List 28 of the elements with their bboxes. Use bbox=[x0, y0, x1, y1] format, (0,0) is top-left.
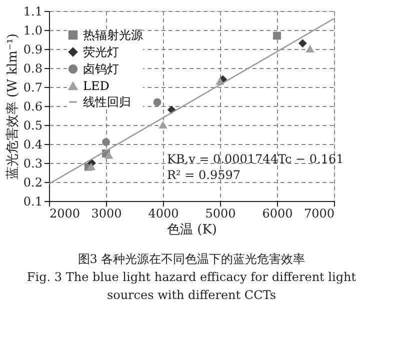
y-tick-label: 1.0 bbox=[23, 24, 42, 38]
y-tick-label: 0.4 bbox=[23, 138, 43, 152]
y-tick-label: 0.3 bbox=[23, 156, 42, 170]
legend-label: 荧光灯 bbox=[83, 45, 119, 59]
y-tick-label: 0.9 bbox=[23, 42, 42, 56]
caption: Fig. 3 The blue light hazard efficacy for different light sources with different CCTs bbox=[26, 270, 356, 302]
x-tick-label: 2000 bbox=[50, 206, 80, 220]
y-tick-label: 0.8 bbox=[23, 62, 42, 76]
legend-label: 线性回归 bbox=[83, 95, 131, 109]
x-tick-label: 7000 bbox=[304, 206, 334, 220]
annotation: KB,v = 0.0001744Tc − 0.161 bbox=[167, 152, 344, 166]
y-tick-label: 0.5 bbox=[23, 118, 42, 132]
y-tick-label: 0.2 bbox=[23, 176, 42, 190]
legend-label: LED bbox=[83, 79, 110, 93]
caption: 图3 各种光源在不同色温下的蓝光危害效率 bbox=[78, 252, 306, 266]
x-axis-title: 色温 (K) bbox=[167, 222, 217, 238]
annotation: R² = 0.9597 bbox=[167, 168, 241, 182]
legend-label: 卤钨灯 bbox=[83, 62, 119, 76]
y-tick-label: 0.6 bbox=[23, 100, 42, 114]
legend-label: 热辐射光源 bbox=[83, 28, 143, 42]
x-tick-label: 3000 bbox=[91, 206, 122, 220]
y-axis-title: 蓝光危害效率 (W klm⁻¹) bbox=[4, 33, 20, 180]
y-tick-label: 0.1 bbox=[23, 194, 42, 208]
y-tick-label: 0.7 bbox=[23, 80, 42, 94]
x-tick-label: 4000 bbox=[148, 206, 179, 220]
y-tick-label: 1.1 bbox=[23, 4, 42, 18]
x-tick-label: 6000 bbox=[262, 206, 293, 220]
x-tick-label: 5000 bbox=[205, 206, 236, 220]
